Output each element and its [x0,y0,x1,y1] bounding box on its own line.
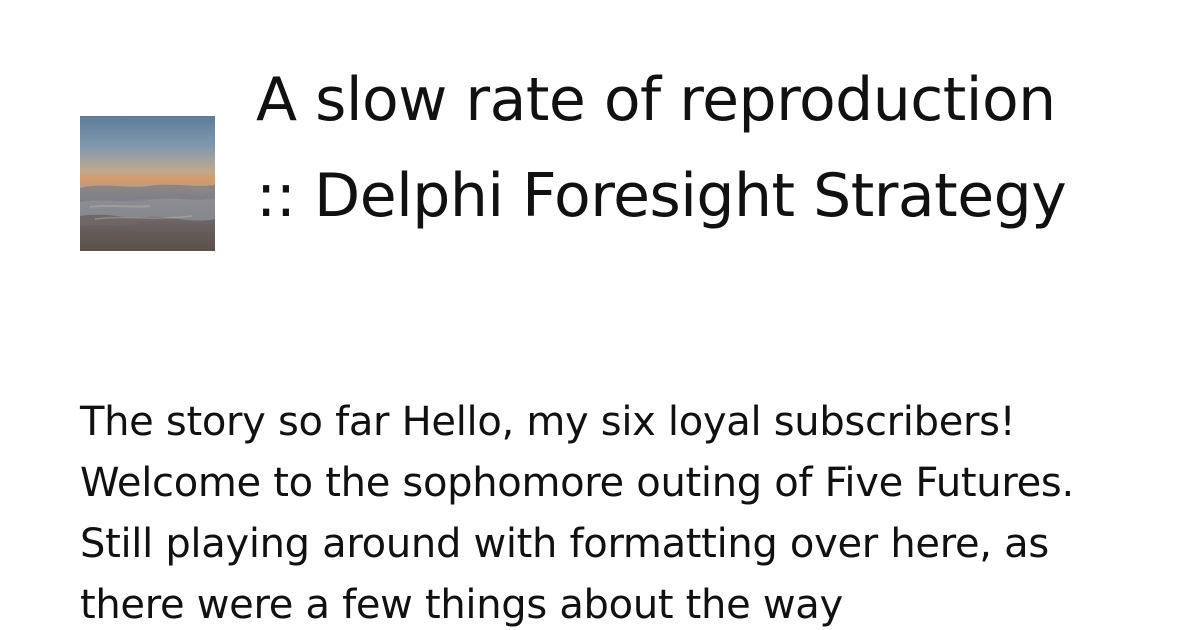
post-title: A slow rate of reproduction :: Delphi Fo… [256,65,1067,231]
post-header: A slow rate of reproduction :: Delphi Fo… [80,52,1120,332]
landscape-thumbnail-icon [80,116,215,251]
post-excerpt: The story so far Hello, my six loyal sub… [80,399,1074,628]
